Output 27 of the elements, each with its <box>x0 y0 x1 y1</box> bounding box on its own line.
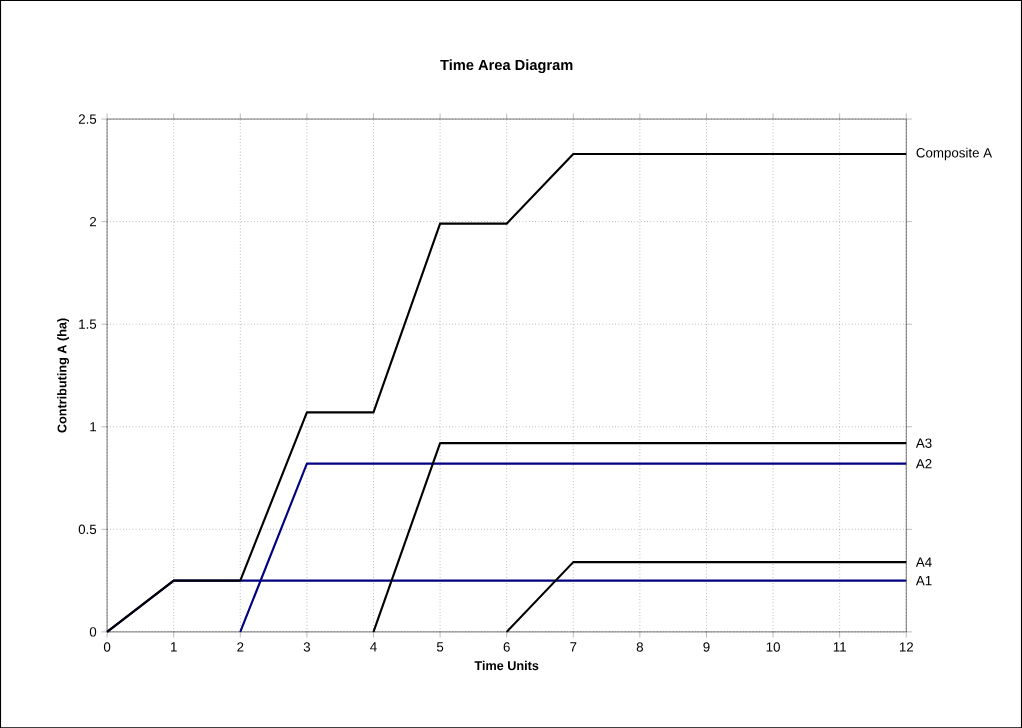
series-label: A2 <box>915 458 932 469</box>
legend-label: A3 <box>915 438 932 448</box>
x-tick-label: 12 <box>899 642 914 652</box>
y-tick-label: 2.5 <box>78 114 97 124</box>
x-axis-title: Time Units <box>474 660 539 670</box>
series-label: A1 <box>915 575 932 586</box>
y-tick-label: 1 <box>90 422 97 432</box>
x-tick-label: 3 <box>303 642 311 652</box>
y-tick-label: 1.5 <box>79 319 97 329</box>
y-axis-title: Contributing A (ha) <box>57 318 70 433</box>
series-label: A4 <box>915 557 932 567</box>
x-tick-label: 11 <box>833 642 846 652</box>
x-tick-label: 7 <box>570 642 577 652</box>
y-tick-label: 0 <box>89 627 97 637</box>
x-tick-label: 8 <box>636 642 643 652</box>
x-tick-label: 1 <box>171 642 177 652</box>
chart-title: Time Area Diagram <box>440 59 573 73</box>
y-tick-label: 0.5 <box>78 524 97 534</box>
x-tick-label: 4 <box>370 642 377 652</box>
x-tick-label: 2 <box>237 642 244 652</box>
series-label: Composite A <box>916 147 993 160</box>
x-tick-label: 5 <box>436 642 444 652</box>
x-tick-label: 6 <box>503 642 510 652</box>
x-tick-label: 0 <box>103 642 111 652</box>
y-tick-label: 2 <box>89 216 97 227</box>
x-tick-label: 10 <box>766 642 780 652</box>
x-tick-label: 9 <box>703 642 710 652</box>
